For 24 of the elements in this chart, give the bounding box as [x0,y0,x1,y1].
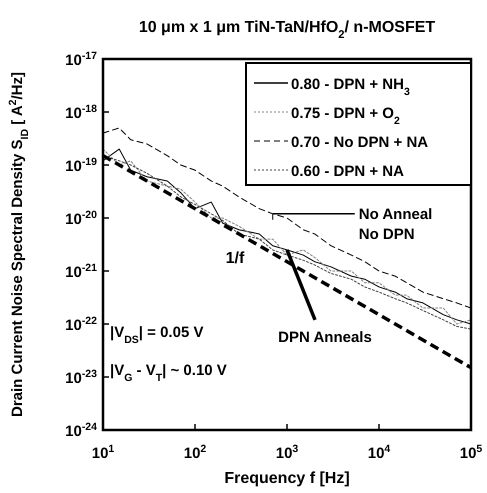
annotation: 1/f [226,250,246,267]
x-tick-label: 10$^{3}$ [276,443,298,462]
legend-label: 0.80 - DPN + NH$_{3}$ [291,76,410,98]
x-tick-label: 10$^{1}$ [92,443,114,462]
legend-label: 0.70 - No DPN + NA [291,134,428,151]
y-tick-label: 10$^{-17}$ [65,50,98,69]
annotation: No Anneal No DPN [358,206,432,243]
chart-title: 10 μm x 1 μm TiN-TaN/HfO$_{2}$/ n-MOSFET [138,19,436,41]
x-tick-label: 10$^{2}$ [184,443,206,462]
x-tick-label: 10$^{4}$ [368,443,390,462]
annotation: |V$_{DS}$| = 0.05 V [110,324,204,346]
y-tick-label: 10$^{-18}$ [65,103,98,122]
legend-label: 0.75 - DPN + O$_{2}$ [291,105,400,127]
x-tick-label: 10$^{5}$ [460,443,482,462]
legend-label: 0.60 - DPN + NA [291,163,404,180]
y-tick-label: 10$^{-23}$ [65,368,98,387]
y-tick-label: 10$^{-19}$ [65,156,98,175]
annotation: |V$_{G}$ - V$_{T}$| ~ 0.10 V [110,362,227,384]
y-tick-label: 10$^{-24}$ [65,421,98,440]
y-tick-label: 10$^{-21}$ [65,262,98,281]
x-axis-title: Frequency f [Hz] [224,470,350,487]
annotation: DPN Anneals [278,328,372,346]
y-tick-label: 10$^{-20}$ [65,209,98,228]
y-tick-label: 10$^{-22}$ [65,315,98,334]
